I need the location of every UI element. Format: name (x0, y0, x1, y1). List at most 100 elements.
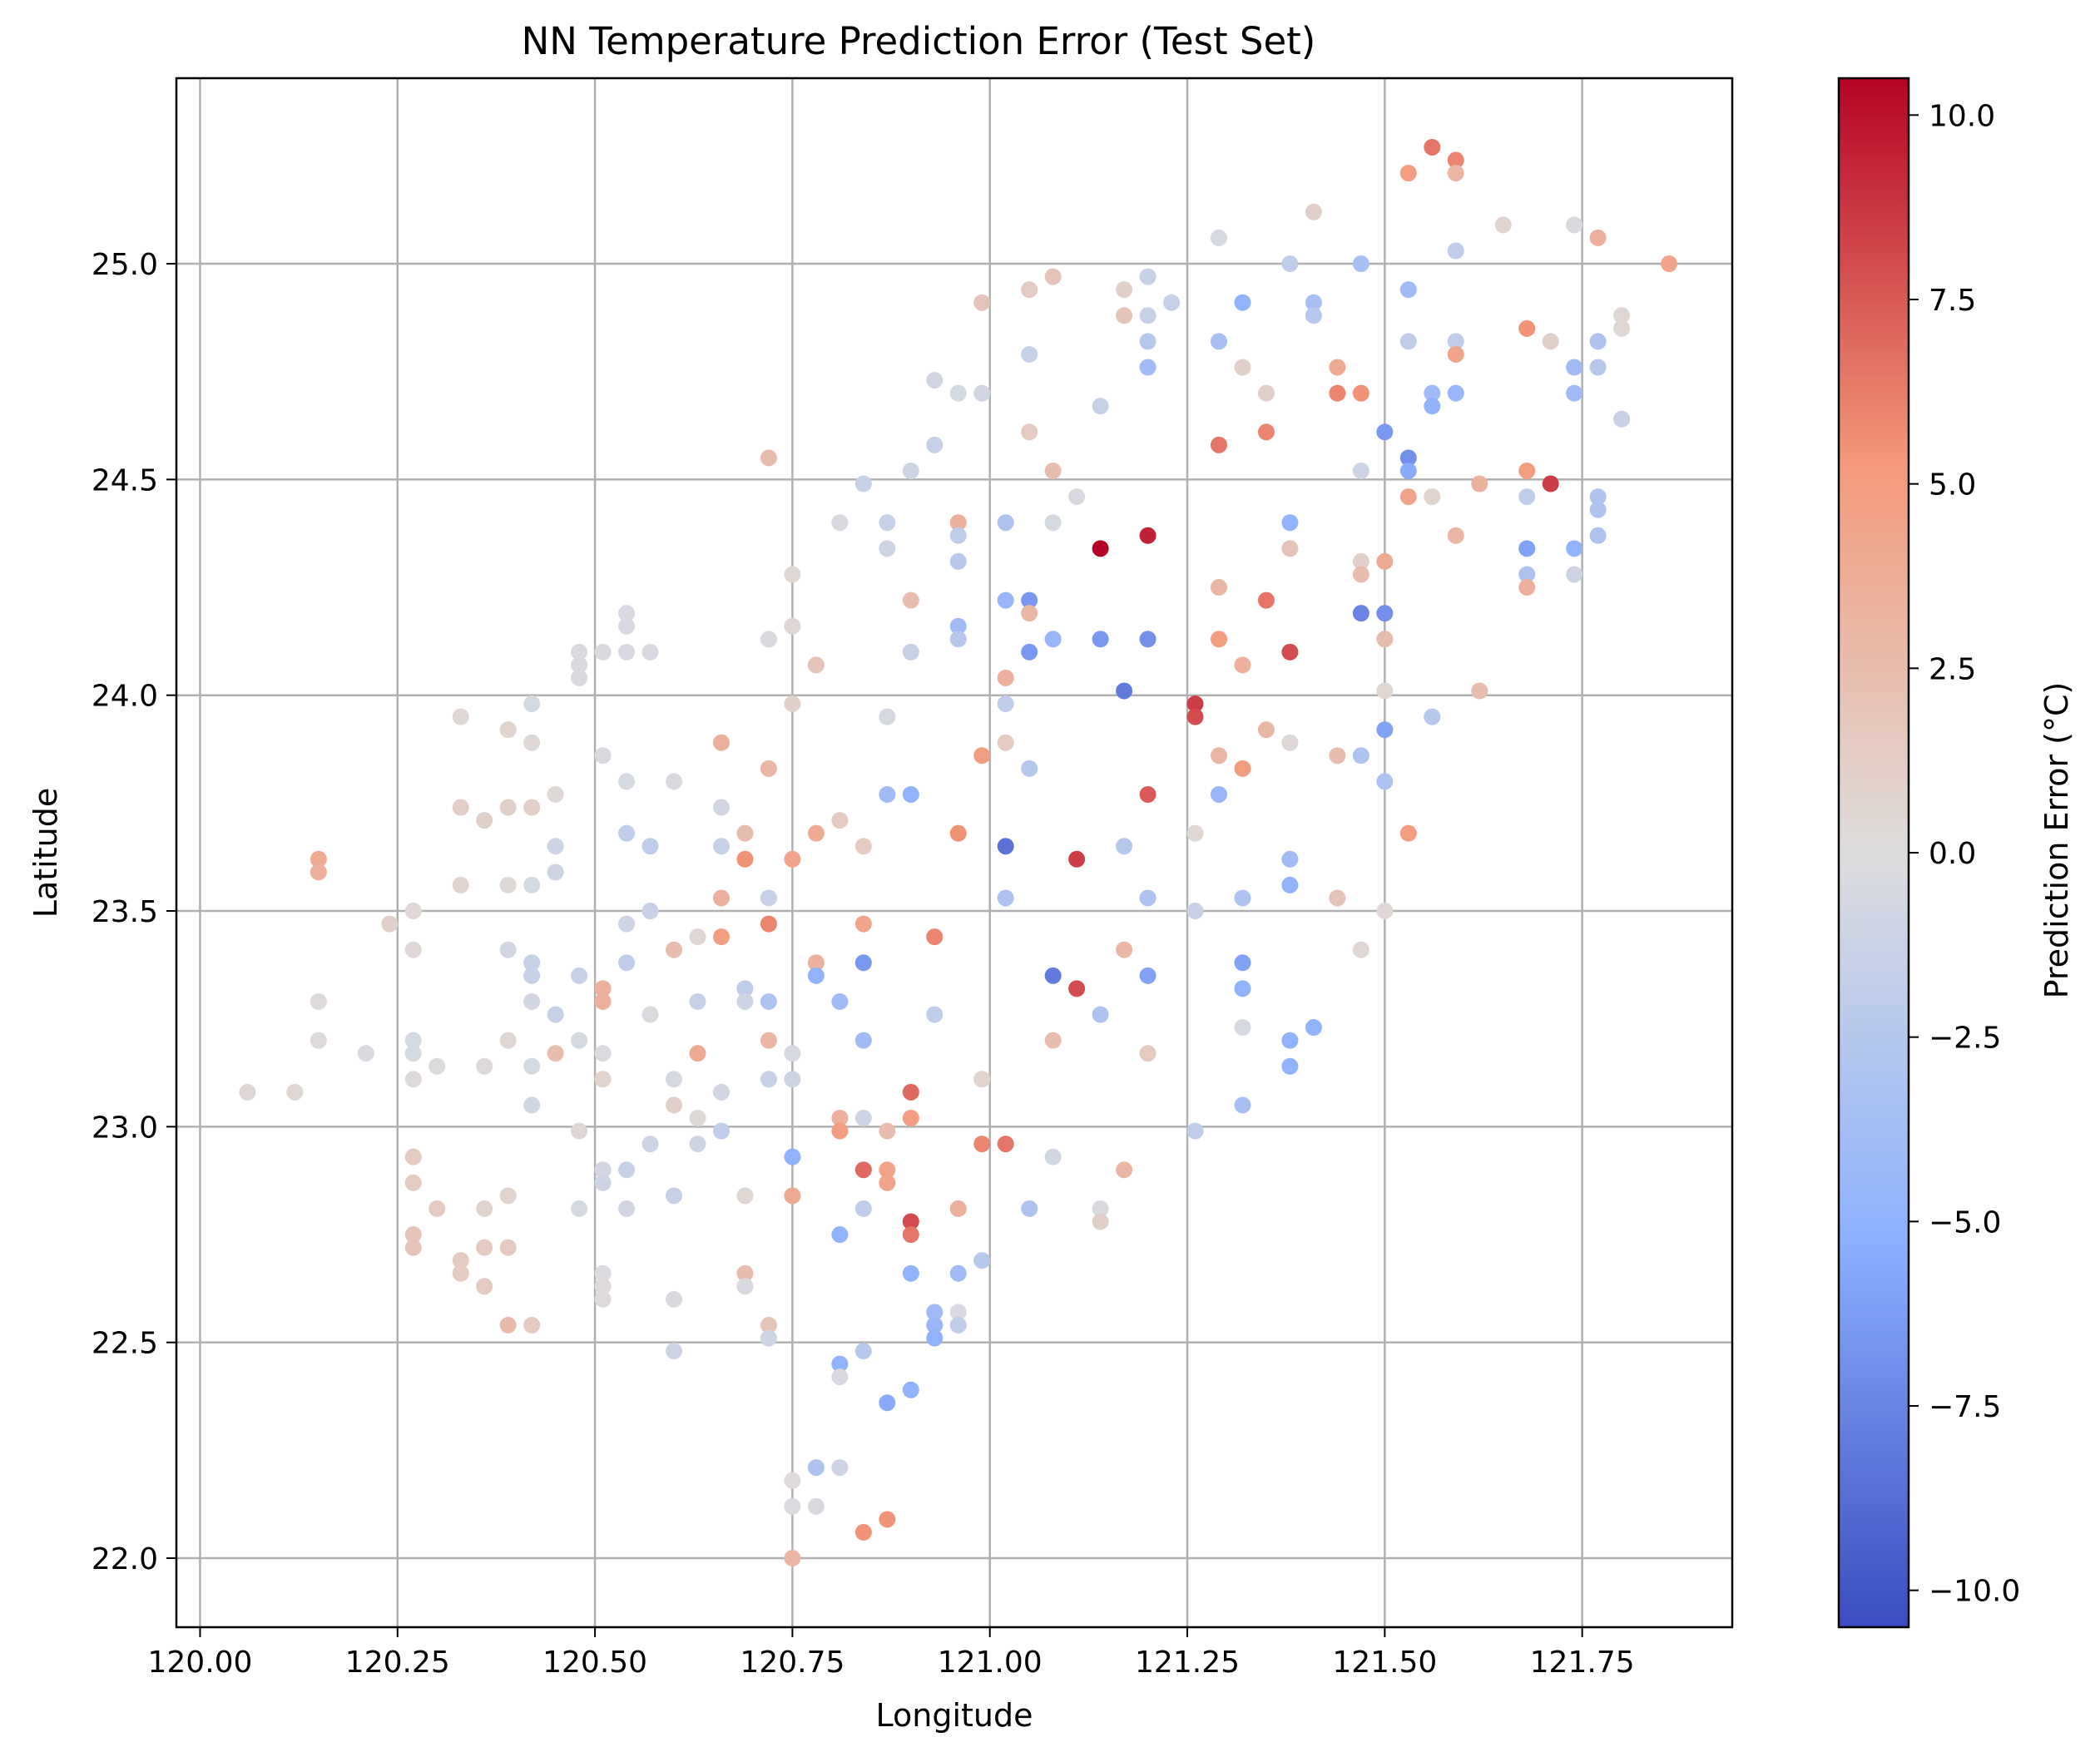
data-point (1305, 203, 1322, 220)
data-point (807, 1497, 825, 1515)
data-point (286, 1083, 304, 1101)
data-point (760, 1316, 777, 1334)
data-point (879, 540, 896, 557)
data-point (973, 1252, 991, 1269)
data-point (926, 372, 944, 389)
data-point (1021, 423, 1038, 441)
data-point (949, 1264, 967, 1282)
data-point (666, 1096, 683, 1114)
x-axis-label: Longitude (876, 1697, 1033, 1734)
data-point (618, 617, 636, 635)
data-point (1210, 747, 1227, 765)
data-point (712, 799, 730, 816)
data-point (1139, 631, 1156, 648)
data-point (618, 954, 636, 972)
data-point (452, 1252, 469, 1269)
data-point (1399, 333, 1417, 350)
data-point (949, 1200, 967, 1217)
data-point (1281, 514, 1299, 532)
y-axis: 22.0 22.5 23.0 23.5 24.0 24.5 25.0 (92, 248, 176, 1576)
data-point (1447, 165, 1464, 182)
data-point (1352, 552, 1369, 570)
data-point (666, 1290, 683, 1308)
data-point (1234, 889, 1251, 907)
data-point (1281, 1057, 1299, 1075)
data-point (736, 1187, 754, 1205)
data-point (712, 928, 730, 946)
data-point (1139, 307, 1156, 324)
data-point (736, 980, 754, 997)
data-point (310, 864, 327, 881)
data-point (1352, 941, 1369, 958)
data-point (926, 1316, 944, 1334)
data-point (973, 747, 991, 765)
data-point (523, 954, 541, 972)
data-point (1352, 462, 1369, 479)
data-point (879, 1511, 896, 1528)
data-point (1139, 889, 1156, 907)
data-point (760, 1329, 777, 1347)
data-point (1234, 294, 1251, 311)
data-point (807, 656, 825, 674)
data-point (997, 1136, 1014, 1153)
data-point (1210, 333, 1227, 350)
data-point (1424, 138, 1441, 156)
data-point (831, 1459, 849, 1477)
data-point (310, 992, 327, 1010)
data-point (1068, 850, 1086, 868)
data-point (1566, 359, 1583, 376)
data-point (926, 1304, 944, 1321)
data-point (879, 708, 896, 725)
data-point (1139, 527, 1156, 544)
data-point (926, 436, 944, 453)
data-point (902, 785, 919, 803)
data-point (736, 1264, 754, 1282)
colorbar: 10.0 7.5 5.0 2.5 0.0 −2.5 −5.0 −7.5 −10.0 (1837, 77, 2020, 1629)
data-point (1589, 229, 1607, 246)
data-point (641, 1136, 659, 1153)
data-point (618, 1161, 636, 1179)
data-point (1021, 281, 1038, 299)
data-point (1352, 605, 1369, 622)
data-point (547, 864, 564, 881)
data-point (854, 915, 872, 933)
data-point (1092, 540, 1109, 557)
data-point (1376, 552, 1394, 570)
x-tick-label: 121.00 (938, 1646, 1043, 1680)
data-point (499, 1239, 517, 1256)
data-point (760, 915, 777, 933)
data-point (949, 617, 967, 635)
data-point (1186, 695, 1204, 713)
data-point (784, 1148, 801, 1165)
data-point (689, 1136, 706, 1153)
data-point (831, 1109, 849, 1126)
x-tick-label: 120.50 (542, 1646, 647, 1680)
data-point (594, 1071, 612, 1088)
data-point (1210, 436, 1227, 453)
data-point (1589, 359, 1607, 376)
data-point (902, 1213, 919, 1230)
data-point (1329, 384, 1346, 402)
data-point (571, 1122, 588, 1140)
data-point (973, 384, 991, 402)
data-point (831, 1368, 849, 1386)
data-point (997, 591, 1014, 609)
data-point (1566, 384, 1583, 402)
data-point (1352, 255, 1369, 273)
data-point (902, 1381, 919, 1398)
data-point (1186, 1122, 1204, 1140)
x-axis: 120.00 120.25 120.50 120.75 121.00 121.25 121.… (147, 1627, 1635, 1680)
data-point (666, 941, 683, 958)
data-point (618, 1200, 636, 1217)
data-point (476, 1278, 493, 1295)
data-point (854, 1523, 872, 1541)
data-point (1376, 773, 1394, 790)
data-point (1044, 1148, 1062, 1165)
data-point (1281, 876, 1299, 893)
data-point (1186, 708, 1204, 725)
data-point (1352, 747, 1369, 765)
data-point (547, 1006, 564, 1023)
colorbar-tick-label: −2.5 (1929, 1022, 2001, 1056)
data-point (1305, 1019, 1322, 1037)
data-point (523, 734, 541, 751)
